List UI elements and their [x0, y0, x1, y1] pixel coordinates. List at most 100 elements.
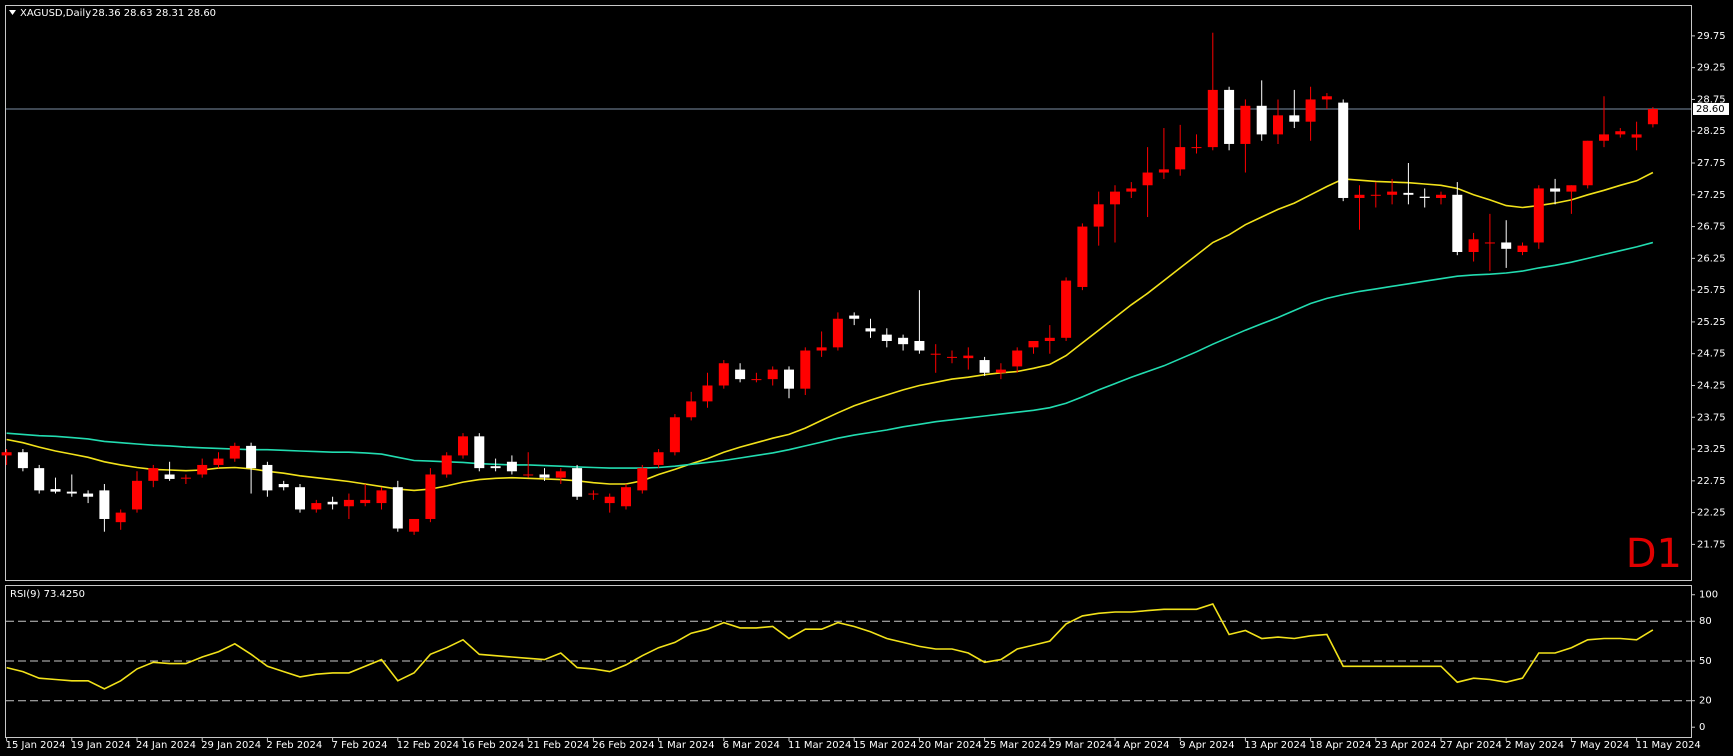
candle-body [1533, 188, 1544, 243]
candle-body [555, 471, 566, 478]
x-tick-label: 13 Apr 2024 [1244, 740, 1306, 751]
candle-body [881, 334, 892, 341]
y-tick-label: 29.25 [1697, 63, 1726, 74]
candle-body [1370, 194, 1381, 196]
x-tick-label: 7 Feb 2024 [332, 740, 388, 751]
candle-body [1436, 194, 1446, 198]
candle-body [669, 417, 680, 453]
candle-body [1, 452, 12, 456]
candle-body [1061, 280, 1072, 338]
candle-body [1077, 226, 1088, 287]
candle-body [213, 458, 224, 465]
rsi-y-tick-label: 20 [1699, 696, 1712, 707]
candle-body [458, 436, 468, 456]
rsi-y-tick-label: 80 [1699, 616, 1712, 627]
rsi-line [6, 603, 1654, 690]
timeframe-label: D1 [1626, 531, 1682, 577]
candle-body [621, 487, 631, 507]
candle-body [180, 477, 191, 479]
rsi-pane-frame [5, 585, 1692, 738]
y-tick-label: 22.25 [1697, 508, 1726, 519]
chart-title: XAGUSD,Daily [20, 8, 91, 19]
moving-average [6, 171, 1654, 492]
y-tick-label: 26.75 [1697, 222, 1726, 233]
candle-body [1354, 194, 1365, 198]
candle-body [474, 436, 485, 469]
candle-body [539, 474, 550, 478]
x-tick-label: 29 Jan 2024 [201, 740, 261, 751]
candle-body [1240, 105, 1251, 144]
candle-body [1566, 185, 1577, 192]
candle-body [229, 445, 240, 459]
x-tick-label: 15 Mar 2024 [853, 740, 916, 751]
candle-body [425, 474, 436, 519]
candle-body [637, 468, 648, 491]
candle-body [1126, 188, 1137, 192]
y-tick-label: 29.75 [1697, 31, 1726, 42]
candle-body [1012, 350, 1023, 367]
rsi-y-tick-label: 0 [1699, 722, 1705, 733]
x-tick-label: 9 Apr 2024 [1179, 740, 1234, 751]
candle-body [1110, 191, 1120, 205]
y-tick-label: 26.25 [1697, 253, 1726, 264]
candle-body [1501, 242, 1512, 249]
candle-body [506, 461, 517, 472]
candle-body [702, 385, 713, 402]
candle-body [718, 363, 729, 386]
candle-body [278, 484, 289, 488]
candle-body [1338, 102, 1349, 198]
candle-body [17, 452, 28, 469]
candle-body [523, 474, 534, 476]
candle-body [1273, 115, 1283, 135]
candle-body [1142, 172, 1153, 186]
candle-body [865, 328, 876, 332]
y-tick-label: 23.25 [1697, 444, 1726, 455]
price-pane-frame [5, 5, 1692, 581]
rsi-y-tick-label: 100 [1699, 590, 1718, 601]
x-tick-label: 12 Feb 2024 [397, 740, 459, 751]
candle-body [343, 499, 354, 507]
x-tick-label: 2 May 2024 [1505, 740, 1564, 751]
menu-triangle[interactable] [9, 10, 16, 15]
candle-body [66, 491, 77, 494]
candle-body [604, 496, 615, 504]
x-tick-label: 7 May 2024 [1570, 740, 1629, 751]
rsi-y-tick-label: 50 [1699, 656, 1712, 667]
candle-body [1158, 169, 1169, 173]
x-tick-label: 29 Mar 2024 [1049, 740, 1112, 751]
candle-body [1419, 196, 1430, 198]
candle-body [115, 512, 126, 523]
candle-body [1631, 134, 1642, 138]
x-tick-label: 18 Apr 2024 [1310, 740, 1372, 751]
candle-body [1484, 242, 1495, 244]
x-tick-label: 21 Feb 2024 [527, 740, 589, 751]
candle-body [295, 487, 305, 510]
x-tick-label: 20 Mar 2024 [918, 740, 981, 751]
candle-body [686, 401, 697, 418]
candle-body [409, 518, 420, 532]
x-tick-label: 4 Apr 2024 [1114, 740, 1169, 751]
candle-body [963, 355, 974, 359]
candle-body [246, 445, 257, 469]
y-tick-label: 28.75 [1697, 94, 1726, 105]
x-tick-label: 26 Feb 2024 [592, 740, 654, 751]
candle-body [360, 499, 371, 504]
moving-average [6, 241, 1654, 469]
candle-body [327, 501, 338, 505]
x-tick-label: 27 Apr 2024 [1440, 740, 1502, 751]
x-tick-label: 24 Jan 2024 [136, 740, 196, 751]
candle-body [1224, 89, 1235, 144]
x-tick-label: 19 Jan 2024 [71, 740, 131, 751]
x-tick-label: 23 Apr 2024 [1375, 740, 1437, 751]
x-tick-label: 11 Mar 2024 [788, 740, 851, 751]
y-tick-label: 25.25 [1697, 317, 1726, 328]
candle-body [50, 489, 61, 492]
candle-body [1207, 89, 1218, 148]
candle-body [572, 468, 583, 497]
y-tick-label: 27.25 [1697, 190, 1726, 201]
candle-body [979, 360, 990, 373]
candle-body [735, 369, 746, 380]
